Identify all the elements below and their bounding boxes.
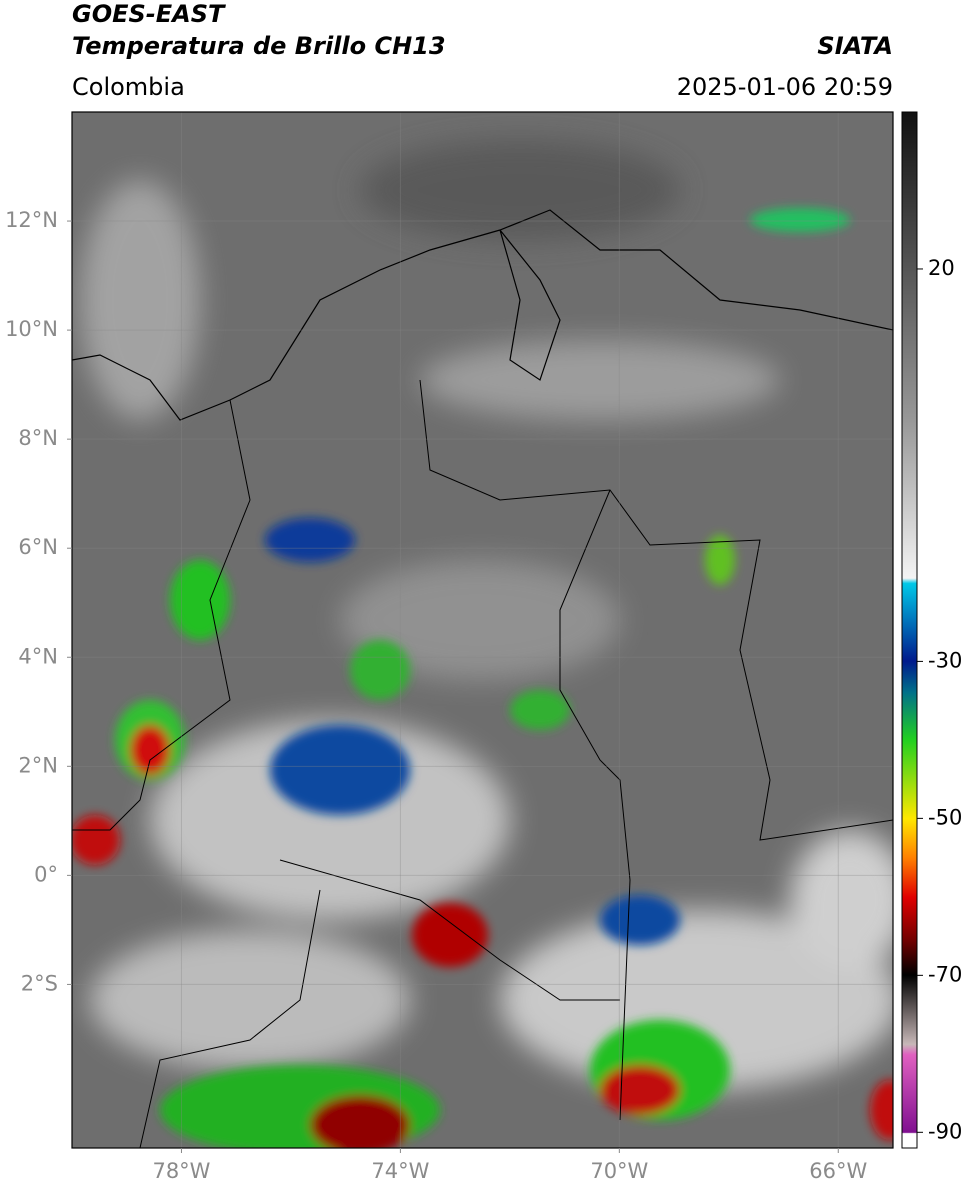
source: SIATA <box>817 32 893 60</box>
title: GOES-EAST <box>72 0 226 28</box>
lat-label: 2°S <box>21 971 58 995</box>
colorbar-label: -70 <box>928 962 962 986</box>
lat-label: 12°N <box>5 208 58 232</box>
graticule <box>72 112 893 1148</box>
lon-label: 78°W <box>152 1159 210 1183</box>
satellite-image <box>72 112 893 1148</box>
lon-label: 70°W <box>590 1159 648 1183</box>
colorbar-label: -90 <box>928 1119 962 1143</box>
lat-label: 2°N <box>18 753 58 777</box>
colorbar <box>901 111 918 1149</box>
lat-label: 6°N <box>18 535 58 559</box>
colorbar-label: -30 <box>928 648 962 672</box>
subtitle: Temperatura de Brillo CH13 <box>72 32 446 60</box>
lat-label: 8°N <box>18 426 58 450</box>
lat-label: 10°N <box>5 317 58 341</box>
region: Colombia <box>72 73 185 101</box>
lon-label: 74°W <box>371 1159 429 1183</box>
colorbar-label: 20 <box>928 256 955 280</box>
lat-label: 4°N <box>18 644 58 668</box>
lon-label: 66°W <box>809 1159 867 1183</box>
colorbar-label: -50 <box>928 805 962 829</box>
datetime: 2025-01-06 20:59 <box>677 73 893 101</box>
map-frame <box>71 111 894 1149</box>
lat-label: 0° <box>34 862 58 886</box>
